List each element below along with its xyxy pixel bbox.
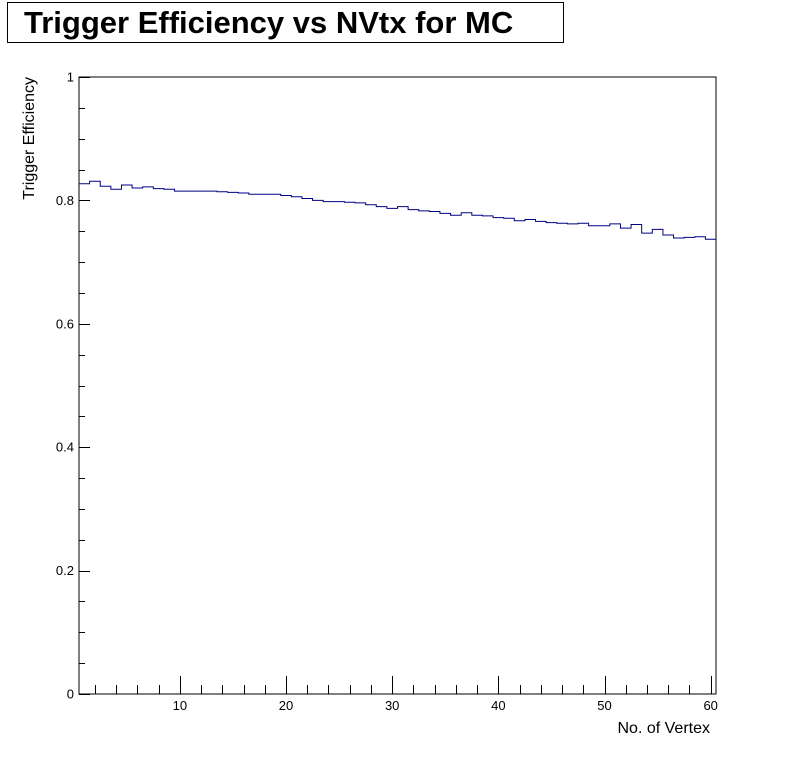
- plot-frame-layer: [78, 76, 717, 695]
- y-tick-label: 1: [67, 70, 74, 85]
- x-tick-label: 20: [279, 698, 293, 713]
- chart-title: Trigger Efficiency vs NVtx for MC: [24, 5, 514, 40]
- chart-title-box: Trigger Efficiency vs NVtx for MC: [7, 2, 564, 43]
- y-tick-label: 0.2: [56, 563, 74, 578]
- y-tick-label: 0.6: [56, 316, 74, 331]
- plot-frame: [78, 76, 717, 695]
- x-tick-label: 10: [173, 698, 187, 713]
- y-tick-label: 0: [67, 687, 74, 702]
- y-axis-title: Trigger Efficiency: [21, 77, 38, 200]
- x-axis-title: No. of Vertex: [618, 720, 711, 737]
- series-layer: [79, 180, 716, 240]
- axis-ticks-layer: 0 0.2 0.4 0.6 0.8 1 10 20 30 40 50 60: [56, 70, 718, 714]
- y-tick-label: 0.4: [56, 440, 74, 455]
- x-tick-label: 50: [597, 698, 611, 713]
- y-tick-label: 0.8: [56, 193, 74, 208]
- x-tick-label: 40: [491, 698, 505, 713]
- x-tick-label: 60: [703, 698, 717, 713]
- x-tick-label: 30: [385, 698, 399, 713]
- series-line: [79, 180, 716, 240]
